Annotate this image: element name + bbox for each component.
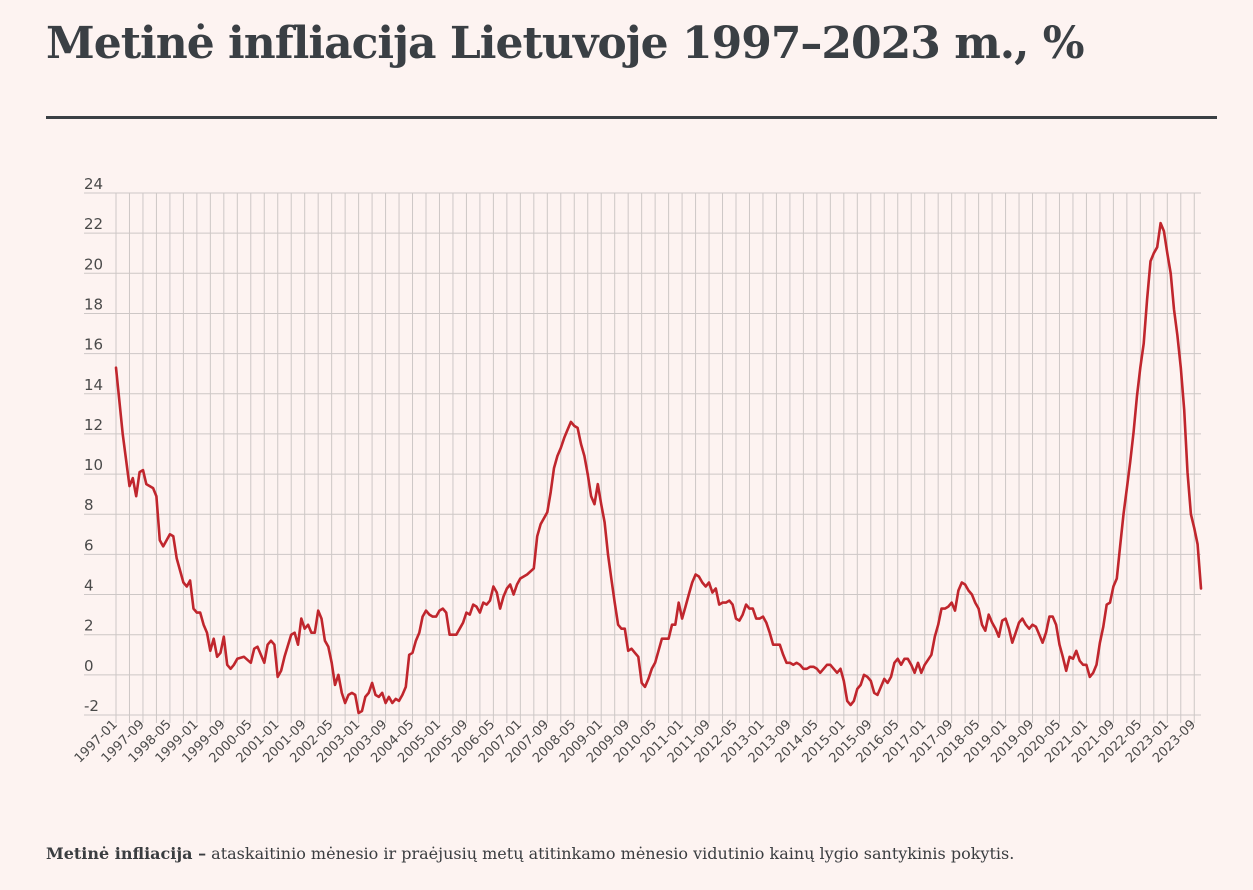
y-tick-label: 18 xyxy=(84,295,103,313)
y-tick-label: 2 xyxy=(84,617,94,635)
y-tick-label: 6 xyxy=(84,536,94,554)
y-tick-label: 4 xyxy=(84,577,94,595)
y-tick-label: 22 xyxy=(84,215,103,233)
y-tick-label: 14 xyxy=(84,376,103,394)
y-tick-label: 16 xyxy=(84,336,103,354)
y-tick-label: 0 xyxy=(84,657,94,675)
chart-title: Metinė infliacija Lietuvoje 1997–2023 m.… xyxy=(46,18,1085,69)
chart-grid xyxy=(84,192,1201,723)
footnote-text: ataskaitinio mėnesio ir praėjusių metų a… xyxy=(206,844,1015,863)
y-tick-label: 10 xyxy=(84,456,103,474)
y-tick-label: 24 xyxy=(84,175,103,193)
title-divider xyxy=(46,116,1217,119)
y-tick-label: 20 xyxy=(84,255,103,273)
y-tick-label: 12 xyxy=(84,416,103,434)
footnote-term: Metinė infliacija – xyxy=(46,844,207,863)
x-axis-ticks: 1997-011997-091998-051999-011999-092000-… xyxy=(72,717,1199,766)
y-tick-label: -2 xyxy=(84,697,99,715)
y-tick-label: 8 xyxy=(84,496,94,514)
inflation-series-line xyxy=(114,221,1203,715)
series-layer xyxy=(114,221,1203,715)
footnote: Metinė infliacija – ataskaitinio mėnesio… xyxy=(46,844,1014,863)
